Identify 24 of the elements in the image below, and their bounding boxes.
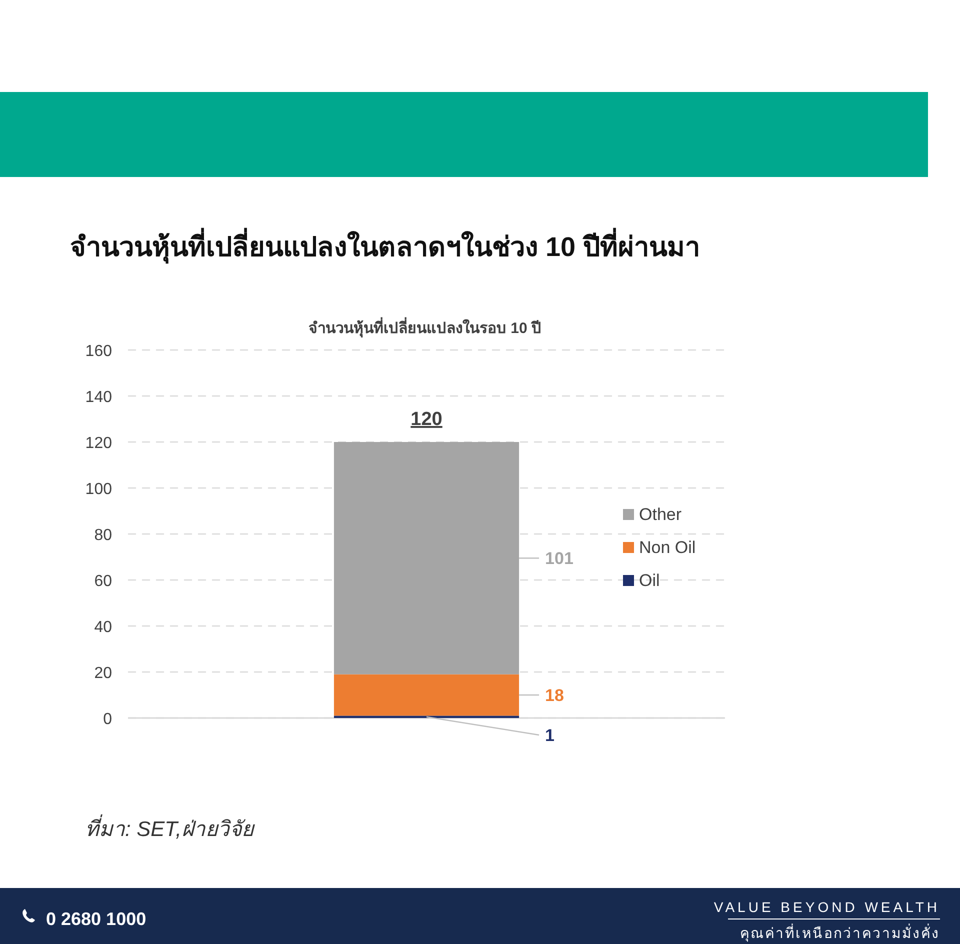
y-tick-label: 120 <box>85 435 112 452</box>
y-tick-label: 80 <box>94 527 112 544</box>
total-label: 120 <box>410 409 442 430</box>
y-tick-label: 160 <box>85 343 112 360</box>
bar <box>334 674 520 716</box>
y-tick-label: 40 <box>94 619 112 636</box>
legend-label: Other <box>639 505 682 524</box>
text: VALUE BEYOND WEALTH <box>714 899 940 915</box>
y-tick-label: 0 <box>103 711 112 728</box>
text: 0 2680 1000 <box>46 909 146 929</box>
data-label: 18 <box>545 686 564 705</box>
chart-title: จำนวนหุ้นที่เปลี่ยนแปลงในตลาดฯในช่วง 10 ปีที่ผ่านมา <box>70 227 700 264</box>
data-label: 1 <box>545 726 555 745</box>
text: คุณค่าที่เหนือกว่าความมั่งคั่ง <box>740 924 940 942</box>
y-tick-label: 100 <box>85 481 112 498</box>
bar <box>334 442 520 674</box>
y-tick-label: 60 <box>94 573 112 590</box>
data-label: 101 <box>545 549 574 568</box>
y-tick-label: 140 <box>85 389 112 406</box>
chart-subtitle: จำนวนหุ้นที่เปลี่ยนแปลงในรอบ 10 ปี <box>308 317 542 338</box>
legend-label: Non Oil <box>639 538 696 557</box>
y-tick-label: 20 <box>94 665 112 682</box>
text: ที่มา: SET,ฝ่ายวิจัย <box>85 814 256 841</box>
legend-label: Oil <box>639 571 660 590</box>
